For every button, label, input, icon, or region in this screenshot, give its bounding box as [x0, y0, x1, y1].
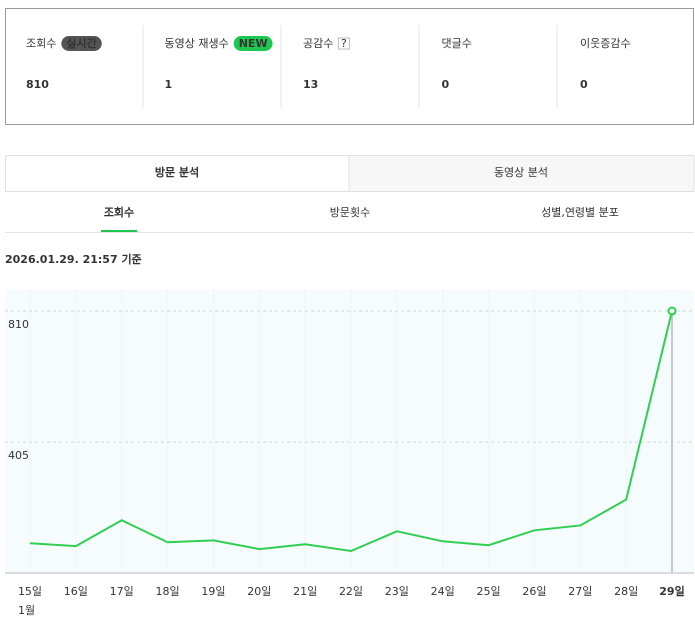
stat-label: 이웃증감수 — [580, 37, 631, 50]
tab-bg[interactable] — [5, 155, 350, 192]
help-box[interactable] — [337, 37, 350, 50]
x-tick-label: 21일 — [293, 584, 317, 598]
stat-label: 댓글수 — [442, 37, 472, 50]
stats-box — [5, 8, 694, 125]
month-label: 1월 — [18, 604, 35, 617]
stat-value: 1 — [165, 78, 173, 91]
tab[interactable]: 동영상 분석 — [494, 166, 548, 179]
x-tick-label: 15일 — [18, 584, 42, 598]
badge: NEW — [239, 37, 268, 50]
stat-label: 동영상 재생수 — [165, 37, 229, 50]
help[interactable]: ? — [341, 37, 347, 50]
subtab[interactable]: 성별,연령별 분포 — [541, 206, 619, 219]
x-tick-label: 28일 — [614, 584, 638, 598]
x-tick-label: 24일 — [431, 584, 455, 598]
stat-value: 0 — [442, 78, 450, 91]
x-tick-label: 20일 — [247, 584, 271, 598]
x-tick-label: 22일 — [339, 584, 363, 598]
badge-bg — [233, 36, 273, 51]
plot-bg — [5, 290, 694, 573]
stat-value: 810 — [26, 78, 49, 91]
badge-bg — [61, 36, 102, 51]
tab[interactable]: 방문 분석 — [155, 165, 199, 179]
stat-label: 조회수 — [26, 37, 56, 50]
x-tick-label: 25일 — [477, 584, 501, 598]
x-tick-label: 27일 — [568, 584, 592, 598]
stat-label: 공감수 — [303, 37, 333, 50]
y-tick-label: 405 — [8, 449, 29, 462]
x-tick-label: 23일 — [385, 584, 409, 598]
subtab[interactable]: 방문횟수 — [330, 206, 370, 219]
x-tick-label: 17일 — [110, 584, 134, 598]
x-tick-label: 29일 — [659, 584, 684, 598]
timestamp: 2026.01.29. 21:57 기준 — [5, 252, 142, 266]
x-tick-label: 16일 — [64, 584, 88, 598]
point[interactable] — [667, 306, 677, 316]
stat-value: 13 — [303, 78, 318, 91]
subtab[interactable]: 조회수 — [104, 205, 134, 219]
badge: 실시간 — [66, 36, 96, 50]
x-tick-label: 18일 — [156, 584, 180, 598]
tab-bg[interactable] — [348, 155, 695, 192]
stat-value: 0 — [580, 78, 588, 91]
y-tick-label: 810 — [8, 318, 29, 331]
x-tick-label: 19일 — [201, 584, 225, 598]
x-tick-label: 26일 — [522, 584, 546, 598]
line — [29, 310, 673, 553]
